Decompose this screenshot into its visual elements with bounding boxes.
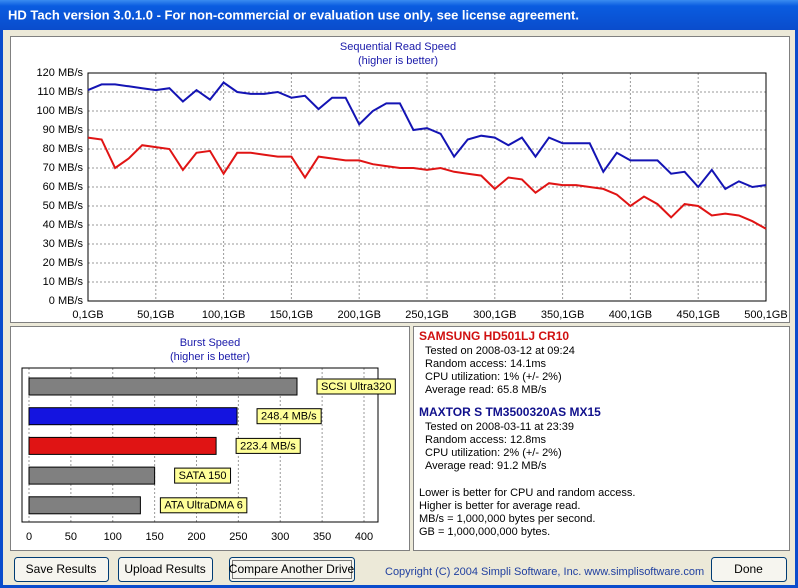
x-tick-label: 0,1GB	[72, 309, 103, 321]
x-tick-label: 450,1GB	[676, 309, 719, 321]
x-tick-label: 300	[271, 531, 289, 543]
value-label: 248.4 MB/s	[261, 411, 317, 423]
y-tick-label: 100 MB/s	[37, 105, 84, 117]
x-tick-label: 0	[26, 531, 32, 543]
value-label-box	[256, 408, 322, 425]
x-tick-label: 300,1GB	[473, 309, 516, 321]
y-tick-label: 120 MB/s	[37, 67, 84, 79]
value-label: 223.4 MB/s	[240, 440, 296, 452]
info-panel	[413, 326, 790, 551]
y-tick-label: 70 MB/s	[43, 162, 84, 174]
y-tick-label: 20 MB/s	[43, 257, 84, 269]
bar	[28, 436, 217, 455]
button-label[interactable]: Save Results	[26, 562, 97, 576]
value-label: SATA 150	[179, 470, 227, 482]
drive-info: CPU utilization: 2% (+/- 2%)	[425, 447, 562, 459]
chart-subtitle: (higher is better)	[170, 351, 250, 363]
window-title: HD Tach version 3.0.1.0 - For non-commer…	[8, 7, 579, 22]
y-tick-label: 0 MB/s	[49, 295, 84, 307]
copyright: Copyright (C) 2004 Simpli Software, Inc.…	[385, 566, 704, 578]
drive-info: Average read: 65.8 MB/s	[425, 384, 547, 396]
y-tick-label: 40 MB/s	[43, 219, 84, 231]
x-tick-label: 250,1GB	[405, 309, 448, 321]
y-tick-label: 80 MB/s	[43, 143, 84, 155]
plot-frame	[21, 367, 379, 523]
x-tick-label: 50,1GB	[137, 309, 174, 321]
x-tick-label: 200,1GB	[337, 309, 380, 321]
button[interactable]	[711, 557, 787, 582]
note: MB/s = 1,000,000 bytes per second.	[419, 513, 595, 525]
value-label: SCSI Ultra320	[321, 381, 391, 393]
chart-title: Burst Speed	[180, 337, 241, 349]
note: Lower is better for CPU and random acces…	[419, 487, 635, 499]
y-tick-label: 30 MB/s	[43, 238, 84, 250]
chart-subtitle: (higher is better)	[358, 55, 438, 67]
x-tick-label: 400	[355, 531, 373, 543]
drive-info: CPU utilization: 1% (+/- 2%)	[425, 371, 562, 383]
button-focus	[232, 560, 352, 579]
x-tick-label: 250	[229, 531, 247, 543]
x-tick-label: 100	[104, 531, 122, 543]
button-label[interactable]: Compare Another Drive	[229, 562, 355, 576]
y-tick-label: 110 MB/s	[37, 86, 83, 98]
x-tick-label: 400,1GB	[609, 309, 652, 321]
chart-title: Sequential Read Speed	[340, 41, 456, 53]
drive-info: Random access: 14.1ms	[425, 358, 547, 370]
note: Higher is better for average read.	[419, 500, 580, 512]
button[interactable]	[229, 557, 355, 582]
y-tick-label: 60 MB/s	[43, 181, 84, 193]
x-tick-label: 350	[313, 531, 331, 543]
bar	[28, 496, 141, 515]
value-label-box	[174, 467, 232, 484]
x-tick-label: 50	[65, 531, 77, 543]
x-tick-label: 200	[187, 531, 205, 543]
x-tick-label: 500,1GB	[744, 309, 787, 321]
button[interactable]	[118, 557, 213, 582]
x-tick-label: 100,1GB	[202, 309, 245, 321]
note: GB = 1,000,000,000 bytes.	[419, 526, 550, 538]
y-tick-label: 50 MB/s	[43, 200, 84, 212]
bar	[28, 377, 298, 396]
drive-info: Tested on 2008-03-11 at 23:39	[425, 421, 574, 433]
value-label-box	[159, 497, 248, 514]
plot-frame	[87, 72, 767, 302]
y-tick-label: 90 MB/s	[43, 124, 84, 136]
drive-info: Random access: 12.8ms	[425, 434, 547, 446]
series-line	[87, 81, 767, 191]
button-label[interactable]: Done	[734, 562, 763, 576]
line-panel	[10, 36, 790, 323]
button[interactable]	[14, 557, 109, 582]
drive-name: MAXTOR S TM3500320AS MX15	[419, 405, 601, 419]
bar	[28, 407, 238, 426]
x-tick-label: 150,1GB	[270, 309, 313, 321]
y-tick-label: 10 MB/s	[43, 276, 84, 288]
button-label[interactable]: Upload Results	[124, 562, 205, 576]
drive-info: Tested on 2008-03-12 at 09:24	[425, 345, 575, 357]
x-tick-label: 150	[145, 531, 163, 543]
series-line	[87, 136, 767, 230]
value-label-box	[316, 378, 396, 395]
x-tick-label: 350,1GB	[541, 309, 584, 321]
drive-info: Average read: 91.2 MB/s	[425, 460, 547, 472]
title-bar	[0, 0, 798, 30]
value-label-box	[235, 437, 301, 454]
drive-name: SAMSUNG HD501LJ CR10	[419, 329, 569, 343]
value-label: ATA UltraDMA 6	[164, 500, 242, 512]
bar	[28, 466, 156, 485]
